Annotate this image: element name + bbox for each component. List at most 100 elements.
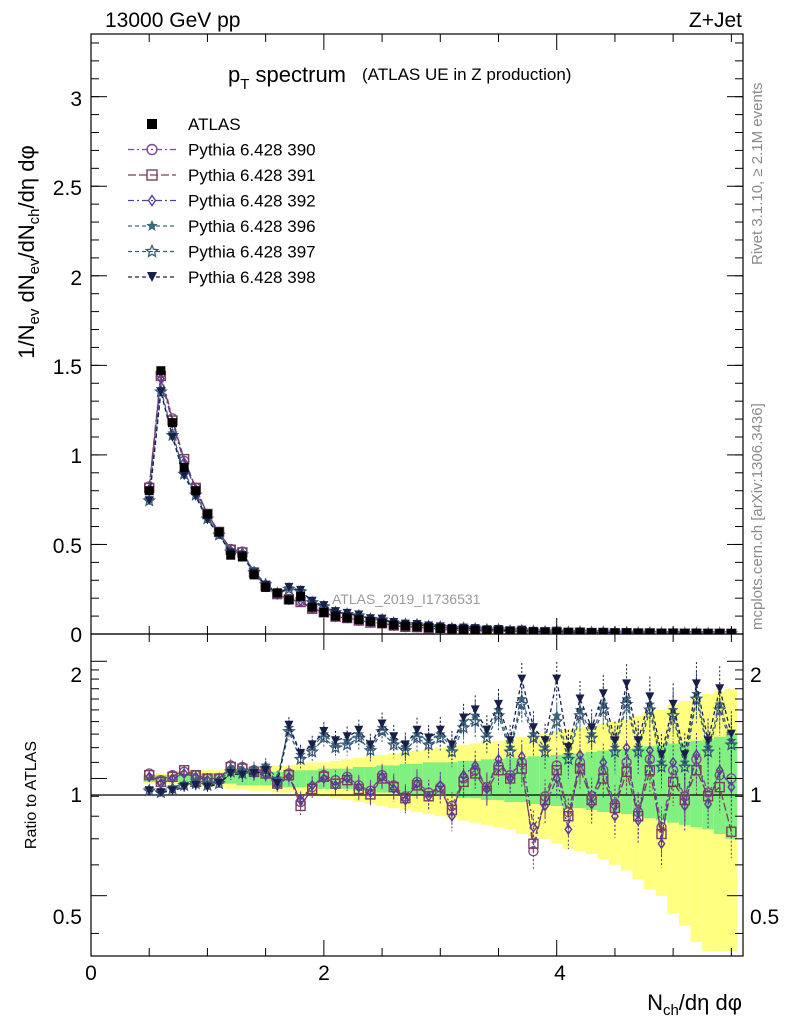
ratio-series-0-point (714, 769, 725, 781)
ratio-band-green (690, 740, 703, 828)
ratio-series-2-point (319, 772, 328, 785)
ratio-series-5-point (703, 736, 713, 746)
ratio-series-4-point (538, 744, 552, 758)
main-data-point (715, 629, 725, 634)
ratio-series-5-point (226, 768, 236, 778)
ratio-series-2-point (412, 777, 422, 790)
y-axis-label-sub1: ev (26, 308, 43, 324)
ratio-series-5-point (447, 740, 457, 750)
ratio-series-5-point (237, 770, 247, 780)
ratio-series-4-point (561, 752, 576, 766)
ratio-series-2-point (529, 821, 538, 833)
ratio-series-5-point (645, 692, 655, 702)
ratio-series-1-point (598, 773, 609, 784)
source-label: mcplots.cern.ch [arXiv:1306.3436] (749, 403, 766, 630)
main-data-point (202, 509, 212, 519)
main-series-5-point (144, 496, 154, 506)
x-tick-label-4: 4 (554, 962, 566, 985)
main-data-point (563, 628, 573, 634)
ratio-series-5-point (377, 719, 387, 729)
main-data-point (517, 627, 527, 634)
ratio-series-5-point (389, 732, 399, 742)
ratio-series-2-point (482, 783, 491, 795)
ratio-series-5-point (505, 736, 515, 746)
ratio-series-2-point (564, 823, 573, 836)
main-series-5-point (168, 432, 177, 442)
ratio-series-5-point (400, 740, 410, 750)
main-tick-label-0.5: 0.5 (53, 535, 82, 558)
ratio-band-green (585, 751, 598, 810)
ratio-series-5-point (307, 740, 317, 750)
ratio-series-5-point (494, 699, 503, 709)
main-data-point (365, 616, 375, 626)
ratio-series-2-point (517, 750, 526, 763)
ratio-series-5-point (657, 750, 666, 760)
ratio-series-5-point (598, 689, 608, 699)
ratio-series-2-point (308, 779, 317, 792)
legend: ATLAS Pythia 6.428 390 Pythia 6.428 391 Pyt… (128, 115, 316, 287)
main-data-point (168, 418, 177, 428)
ratio-band-green (609, 750, 621, 813)
ratio-series-2-point (389, 783, 398, 795)
main-data-point (633, 628, 643, 634)
ratio-series-5-point (622, 679, 632, 689)
main-data-point (447, 624, 457, 634)
ratio-series-5-point (528, 723, 538, 733)
process-label: Z+Jet (689, 9, 742, 32)
ratio-series-2-point (587, 798, 596, 810)
main-data-point (505, 626, 515, 634)
ratio-series-4-point (642, 702, 657, 716)
main-data-point (307, 602, 317, 612)
y-axis-label-ratio: Ratio to ATLAS (23, 741, 40, 849)
ratio-series-2-point (669, 756, 678, 769)
main-tick-label-3: 3 (70, 88, 82, 111)
ratio-series-2-point (634, 814, 643, 827)
ratio-series-5-point (144, 786, 154, 796)
main-data-point (645, 628, 655, 634)
main-series-5-point (342, 608, 352, 618)
ratio-series-4-point (666, 708, 681, 722)
ratio-series-5-point (424, 733, 434, 743)
legend-label-6: Pythia 6.428 398 (188, 268, 316, 287)
main-series-5-point (319, 601, 329, 611)
legend-label-4: Pythia 6.428 396 (188, 217, 316, 236)
legend-marker-2 (146, 169, 158, 181)
main-data-point (284, 595, 294, 605)
ratio-series-group (142, 661, 739, 870)
main-tick-label-2: 2 (70, 267, 82, 290)
ratio-series-5-point (249, 768, 259, 778)
main-tick-label-1: 1 (70, 445, 82, 468)
main-tick-label-0: 0 (70, 624, 82, 647)
y-axis-label-a: 1/N (14, 324, 39, 358)
main-series-5-point (354, 610, 364, 620)
ratio-series-5-point (365, 740, 375, 750)
x-axis-label: Nch/dη dφ (647, 990, 742, 1019)
main-data-point (226, 550, 236, 560)
main-data-point (342, 613, 352, 623)
y-axis-label-d: /dη dφ (14, 145, 39, 208)
main-data-point (389, 620, 399, 630)
ratio-series-5-point (412, 725, 422, 735)
ratio-series-5-point (261, 765, 271, 775)
ratio-tick-label-1-right: 1 (750, 784, 762, 807)
ratio-series-2-point (424, 790, 433, 803)
ratio-series-5-point (517, 674, 527, 684)
analysis-label: ATLAS_2019_I1736531 (332, 591, 481, 607)
main-data-point (319, 608, 329, 618)
ratio-series-2-point (471, 759, 480, 772)
ratio-series-1-point (144, 769, 155, 781)
ratio-series-2-point (645, 744, 654, 757)
ratio-series-2-point (436, 779, 445, 792)
ratio-series-5-point (202, 782, 212, 792)
legend-label-0: ATLAS (188, 115, 241, 134)
main-data-point (587, 628, 597, 634)
ratio-series-5-point (470, 705, 480, 715)
ratio-series-4-point (386, 737, 401, 751)
main-data-point (622, 628, 632, 634)
ratio-band-green (446, 762, 458, 797)
main-series-5-point (296, 585, 306, 595)
main-data-point (237, 552, 247, 562)
ratio-series-1-point (714, 781, 725, 793)
main-data-point (377, 618, 387, 628)
main-data-point (540, 627, 550, 634)
